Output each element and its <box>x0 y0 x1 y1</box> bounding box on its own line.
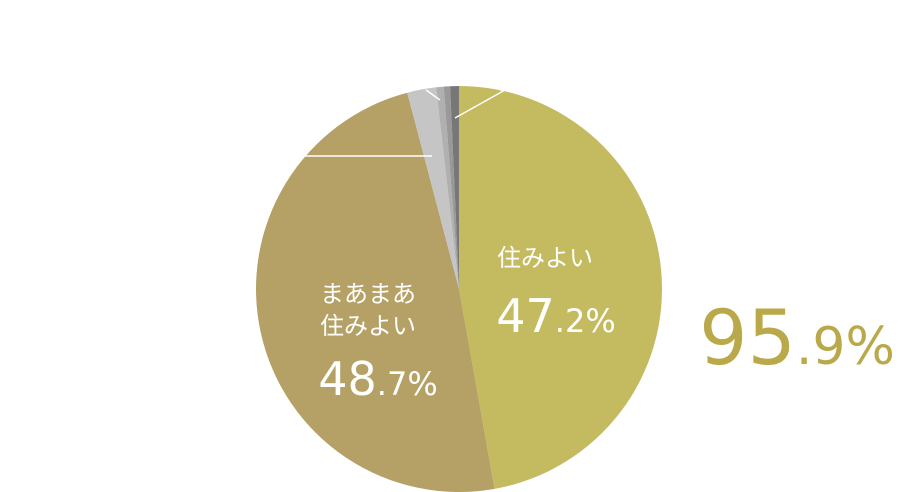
slice-value-int: 48 <box>318 352 377 406</box>
pie-slice-3 <box>436 86 459 289</box>
slice-label-sumiyoi: 住みよい <box>497 244 593 272</box>
total-dec: .9% <box>796 317 895 377</box>
pie-slice-4 <box>443 86 459 289</box>
leader-lines <box>305 89 506 157</box>
pie-slice-1 <box>256 92 495 492</box>
pie-slice-0 <box>459 86 662 489</box>
pie-slice-2 <box>407 87 459 289</box>
pie-slice-5 <box>450 86 459 289</box>
leader-line-1 <box>425 89 441 101</box>
slice-value-maamaa: 48.7% <box>318 352 437 406</box>
slice-value-dec: .2% <box>555 302 616 340</box>
slice-label-maamaa-line1: まあまあ <box>320 280 416 308</box>
slice-value-int: 47 <box>496 289 555 343</box>
slice-value-sumiyoi: 47.2% <box>496 289 615 343</box>
pie-slices <box>256 86 662 492</box>
leader-line-2 <box>454 89 506 119</box>
total-percentage: 95.9% <box>699 293 895 382</box>
slice-value-dec: .7% <box>377 365 438 403</box>
slice-label-maamaa-line2: 住みよい <box>320 312 416 340</box>
total-int: 95 <box>699 293 796 382</box>
